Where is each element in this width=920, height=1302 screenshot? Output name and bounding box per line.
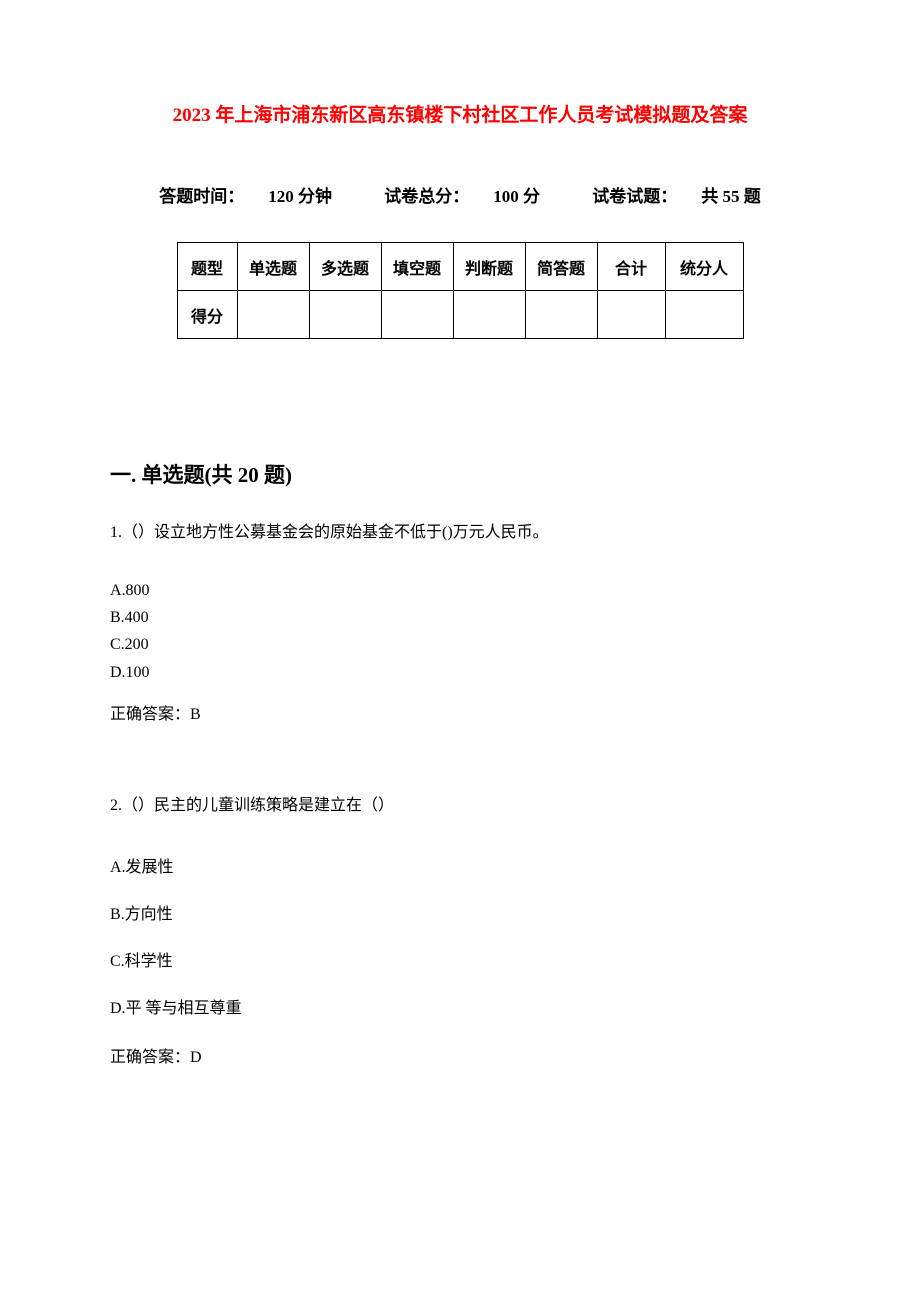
question-1-options: A.800 B.400 C.200 D.100 bbox=[110, 577, 810, 686]
option-c: C.200 bbox=[110, 631, 810, 658]
td-empty bbox=[597, 291, 665, 339]
option-a: A.发展性 bbox=[110, 854, 810, 881]
th-single: 单选题 bbox=[237, 243, 309, 291]
option-d: D.100 bbox=[110, 659, 810, 686]
th-multi: 多选题 bbox=[309, 243, 381, 291]
th-total: 合计 bbox=[597, 243, 665, 291]
th-type: 题型 bbox=[177, 243, 237, 291]
table-score-row: 得分 bbox=[177, 291, 743, 339]
option-c: C.科学性 bbox=[110, 948, 810, 975]
option-b: B.400 bbox=[110, 604, 810, 631]
exam-info: 答题时间：120 分钟 试卷总分：100 分 试卷试题：共 55 题 bbox=[110, 182, 810, 207]
td-empty bbox=[525, 291, 597, 339]
th-judge: 判断题 bbox=[453, 243, 525, 291]
question-1-answer: 正确答案：B bbox=[110, 700, 810, 724]
total-info: 试卷总分：100 分 bbox=[372, 187, 552, 206]
table-header-row: 题型 单选题 多选题 填空题 判断题 简答题 合计 统分人 bbox=[177, 243, 743, 291]
td-empty bbox=[665, 291, 743, 339]
option-a: A.800 bbox=[110, 577, 810, 604]
question-2-block: 2.（）民主的儿童训练策略是建立在（） A.发展性 B.方向性 C.科学性 D.… bbox=[110, 794, 810, 1067]
td-empty bbox=[309, 291, 381, 339]
exam-title: 2023 年上海市浦东新区高东镇楼下村社区工作人员考试模拟题及答案 bbox=[110, 100, 810, 127]
count-info: 试卷试题：共 55 题 bbox=[580, 187, 773, 206]
time-info: 答题时间：120 分钟 bbox=[147, 187, 344, 206]
td-empty bbox=[453, 291, 525, 339]
th-fill: 填空题 bbox=[381, 243, 453, 291]
option-b: B.方向性 bbox=[110, 901, 810, 928]
question-1-text: 1.（）设立地方性公募基金会的原始基金不低于()万元人民币。 bbox=[110, 521, 810, 545]
td-score-label: 得分 bbox=[177, 291, 237, 339]
question-2-answer: 正确答案：D bbox=[110, 1043, 810, 1067]
question-2-options: A.发展性 B.方向性 C.科学性 D.平 等与相互尊重 bbox=[110, 854, 810, 1023]
th-scorer: 统分人 bbox=[665, 243, 743, 291]
score-table: 题型 单选题 多选题 填空题 判断题 简答题 合计 统分人 得分 bbox=[177, 242, 744, 339]
td-empty bbox=[381, 291, 453, 339]
option-d: D.平 等与相互尊重 bbox=[110, 995, 810, 1022]
section-title: 一. 单选题(共 20 题) bbox=[110, 459, 810, 489]
td-empty bbox=[237, 291, 309, 339]
question-2-text: 2.（）民主的儿童训练策略是建立在（） bbox=[110, 794, 810, 818]
th-short: 简答题 bbox=[525, 243, 597, 291]
question-1-block: 1.（）设立地方性公募基金会的原始基金不低于()万元人民币。 A.800 B.4… bbox=[110, 521, 810, 724]
